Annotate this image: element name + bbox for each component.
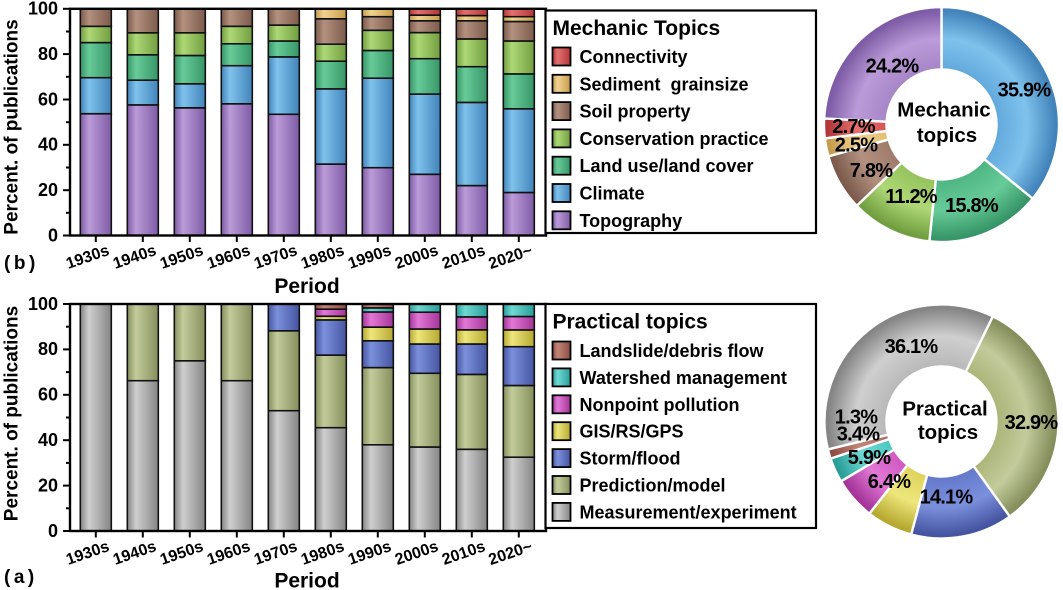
- svg-text:Topography: Topography: [580, 211, 683, 231]
- svg-text:80: 80: [38, 44, 58, 64]
- svg-text:40: 40: [38, 135, 58, 155]
- svg-text:Watershed management: Watershed management: [580, 368, 787, 388]
- svg-text:2.7%: 2.7%: [832, 116, 875, 138]
- svg-text:5.9%: 5.9%: [848, 447, 891, 469]
- svg-text:Sediment grainsize: Sediment grainsize: [580, 74, 749, 94]
- svg-text:Storm/flood: Storm/flood: [580, 449, 681, 469]
- svg-text:Practical topics: Practical topics: [553, 311, 708, 334]
- svg-text:topics: topics: [917, 124, 977, 147]
- svg-text:24.2%: 24.2%: [866, 56, 920, 78]
- svg-text:0: 0: [48, 521, 58, 541]
- svg-text:1.3%: 1.3%: [835, 407, 878, 429]
- svg-text:Mechanic Topics: Mechanic Topics: [553, 17, 721, 40]
- svg-text:100: 100: [28, 0, 58, 19]
- svg-text:Landslide/debris flow: Landslide/debris flow: [580, 341, 765, 361]
- svg-text:0: 0: [48, 225, 58, 245]
- svg-text:(b): (b): [4, 253, 35, 274]
- svg-text:Period: Period: [274, 570, 339, 590]
- svg-text:Percent. of publications: Percent. of publications: [2, 19, 23, 234]
- svg-text:15.8%: 15.8%: [945, 195, 999, 217]
- svg-text:32.9%: 32.9%: [1005, 412, 1059, 434]
- svg-text:Measurement/experiment: Measurement/experiment: [580, 502, 797, 522]
- svg-text:6.4%: 6.4%: [868, 471, 911, 493]
- svg-text:Percent. of publications: Percent. of publications: [2, 306, 23, 521]
- svg-text:(a): (a): [4, 567, 34, 588]
- svg-text:Climate: Climate: [580, 184, 645, 204]
- svg-text:Practical: Practical: [902, 398, 987, 421]
- svg-text:3.4%: 3.4%: [837, 424, 880, 446]
- svg-text:35.9%: 35.9%: [998, 80, 1052, 102]
- svg-text:Mechanic: Mechanic: [897, 99, 990, 122]
- svg-text:7.8%: 7.8%: [850, 160, 893, 182]
- svg-text:20: 20: [38, 180, 58, 200]
- svg-text:100: 100: [28, 294, 58, 314]
- svg-text:40: 40: [38, 430, 58, 450]
- svg-text:Conservation practice: Conservation practice: [580, 129, 769, 149]
- svg-text:Land use/land cover: Land use/land cover: [580, 156, 754, 176]
- svg-text:GIS/RS/GPS: GIS/RS/GPS: [580, 422, 684, 442]
- svg-text:36.1%: 36.1%: [885, 336, 939, 358]
- svg-text:11.2%: 11.2%: [885, 186, 938, 208]
- svg-text:Prediction/model: Prediction/model: [580, 476, 726, 496]
- svg-text:topics: topics: [918, 421, 978, 444]
- svg-text:2.5%: 2.5%: [835, 135, 878, 157]
- svg-text:Soil property: Soil property: [580, 102, 691, 122]
- svg-text:Nonpoint pollution: Nonpoint pollution: [580, 395, 740, 415]
- svg-text:Connectivity: Connectivity: [580, 47, 688, 67]
- svg-text:20: 20: [38, 475, 58, 495]
- svg-text:80: 80: [38, 339, 58, 359]
- svg-text:60: 60: [38, 89, 58, 109]
- svg-text:14.1%: 14.1%: [920, 487, 974, 509]
- svg-text:Period: Period: [274, 275, 339, 298]
- svg-text:60: 60: [38, 385, 58, 405]
